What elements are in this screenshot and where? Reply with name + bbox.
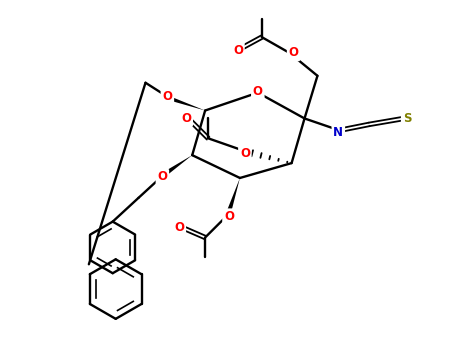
Text: N: N	[334, 126, 344, 139]
Text: O: O	[288, 47, 298, 60]
Text: O: O	[233, 43, 243, 56]
Polygon shape	[226, 178, 240, 216]
Text: O: O	[253, 85, 263, 98]
Text: O: O	[240, 147, 250, 160]
Text: O: O	[174, 221, 184, 234]
Text: O: O	[224, 210, 234, 223]
Text: O: O	[162, 90, 172, 103]
Text: O: O	[181, 112, 191, 125]
Text: O: O	[157, 170, 167, 183]
Text: S: S	[403, 112, 411, 125]
Polygon shape	[170, 97, 205, 111]
Polygon shape	[162, 155, 192, 177]
